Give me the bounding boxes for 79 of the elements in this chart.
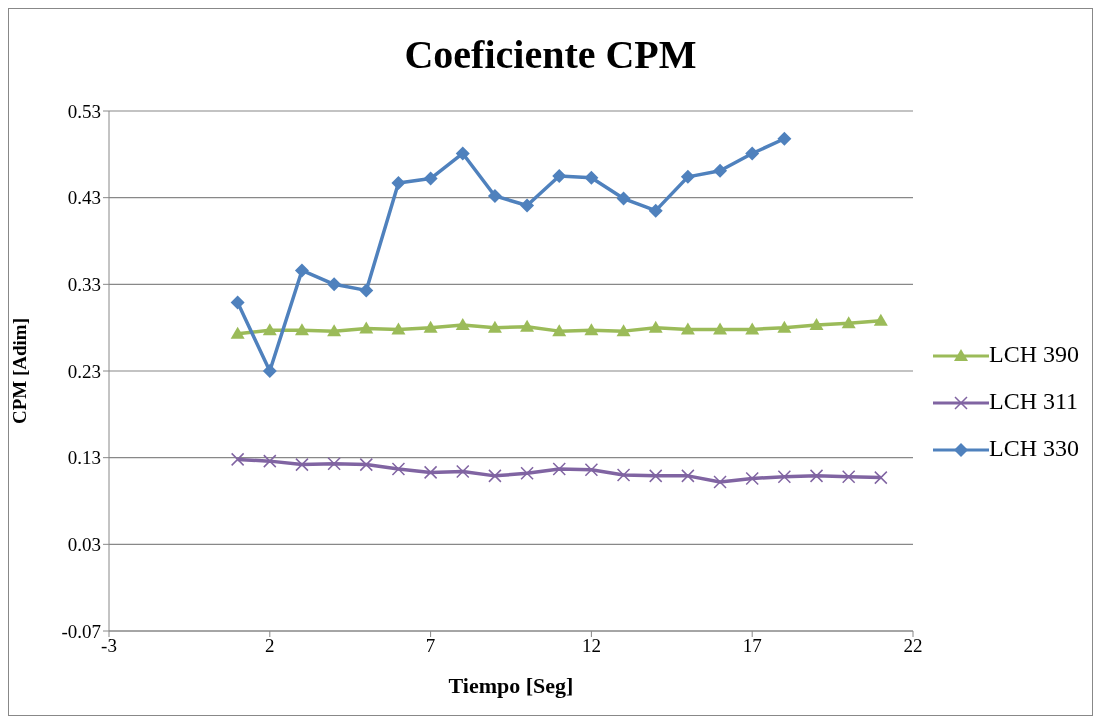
point — [294, 263, 309, 278]
y-axis-title: CPM [Adim] — [8, 317, 30, 425]
point — [294, 323, 309, 336]
point — [616, 468, 631, 482]
point — [874, 470, 888, 485]
x-tick-label: 12 — [581, 635, 601, 657]
x-tick-label: 7 — [425, 635, 436, 657]
point — [616, 191, 631, 206]
y-tick-label: -0.07 — [61, 620, 101, 642]
point — [456, 464, 470, 479]
legend-label: LCH 311 — [988, 387, 1079, 415]
point — [745, 322, 760, 335]
y-tick-label: 0.53 — [67, 100, 101, 122]
point — [230, 295, 245, 310]
x-tick-label: 2 — [265, 635, 275, 657]
point — [423, 320, 438, 333]
point — [520, 198, 535, 213]
point — [262, 323, 277, 336]
x-tick-label: 22 — [903, 635, 923, 657]
point — [327, 456, 341, 471]
point — [423, 465, 438, 480]
point — [648, 469, 663, 483]
point — [391, 175, 406, 190]
point — [616, 324, 631, 337]
point — [584, 170, 599, 185]
point — [777, 469, 792, 484]
point — [648, 203, 663, 218]
point — [520, 466, 534, 481]
y-tick-label: 0.43 — [67, 187, 101, 209]
point — [359, 283, 374, 298]
point — [262, 364, 277, 378]
point — [680, 169, 695, 184]
y-tick-label: 0.33 — [67, 274, 101, 296]
point — [745, 471, 759, 486]
x-tick-label: -3 — [101, 635, 117, 657]
point — [713, 322, 728, 335]
point — [552, 462, 566, 476]
x-tick-label: 17 — [742, 635, 762, 657]
point — [809, 318, 824, 331]
point — [488, 469, 502, 483]
point — [327, 324, 342, 337]
chart-title: Coeficiente CPM — [403, 31, 698, 79]
point — [713, 475, 727, 489]
point — [455, 318, 470, 331]
point — [680, 322, 695, 335]
point — [295, 457, 309, 472]
point — [520, 319, 535, 332]
y-tick-label: 0.23 — [67, 360, 101, 382]
point — [263, 454, 277, 468]
point — [681, 469, 695, 483]
x-axis-title: Tiempo [Seg] — [448, 673, 574, 698]
point — [841, 469, 856, 484]
y-tick-label: 0.03 — [67, 534, 101, 556]
point — [777, 131, 792, 146]
point — [230, 452, 245, 467]
point — [584, 463, 599, 477]
point — [552, 169, 567, 183]
point — [873, 313, 888, 326]
point — [745, 146, 760, 161]
point — [713, 163, 728, 178]
point — [552, 324, 567, 337]
point — [487, 188, 502, 203]
point — [841, 316, 856, 329]
point — [809, 469, 824, 483]
legend-label: LCH 330 — [988, 434, 1079, 462]
point — [391, 462, 406, 476]
point — [359, 457, 374, 472]
point — [230, 326, 245, 339]
point — [584, 323, 599, 336]
point — [359, 321, 374, 334]
point — [455, 146, 470, 161]
legend-label: LCH 390 — [988, 340, 1079, 368]
point — [648, 320, 663, 333]
point — [777, 320, 792, 333]
point — [327, 277, 342, 292]
point — [487, 320, 502, 333]
point — [391, 322, 406, 335]
y-tick-label: 0.13 — [67, 447, 101, 469]
point — [423, 171, 438, 186]
